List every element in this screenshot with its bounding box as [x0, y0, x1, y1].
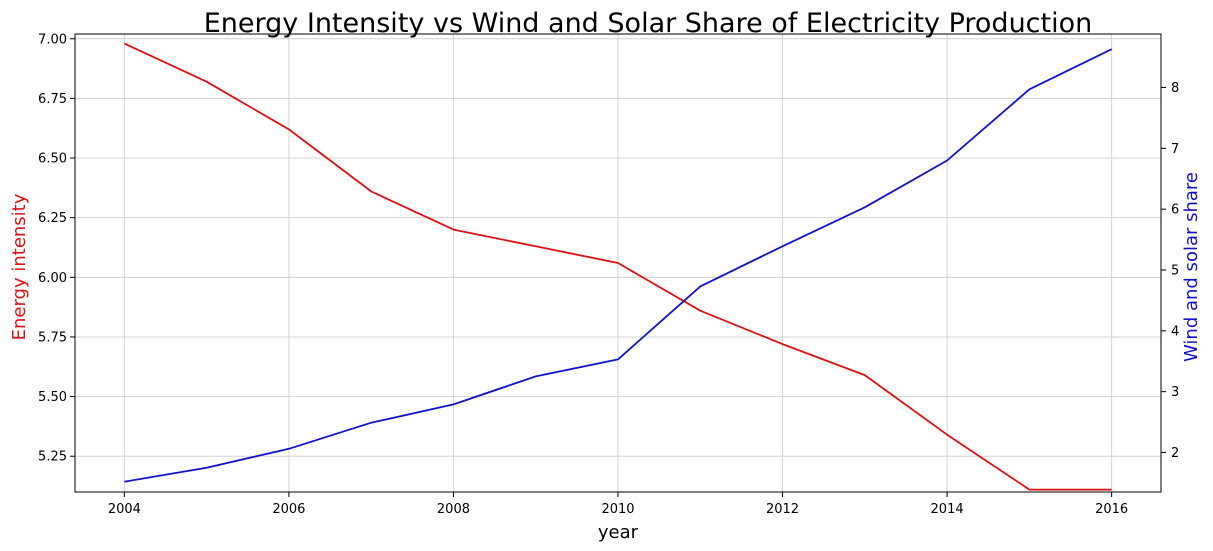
left-tick-label: 6.00	[38, 271, 67, 286]
right-tick-label: 5	[1171, 263, 1179, 278]
x-axis-label: year	[598, 522, 639, 543]
x-tick-label: 2012	[766, 502, 799, 517]
right-axis-label: Wind and solar share	[1181, 172, 1202, 362]
x-axis-ticks: 2004 2006 2008 2010 2012 2014 2016	[108, 492, 1128, 517]
left-axis-label: Energy intensity	[9, 193, 30, 340]
right-tick-label: 8	[1171, 81, 1179, 96]
x-tick-label: 2008	[437, 502, 470, 517]
right-tick-label: 6	[1171, 203, 1179, 218]
left-tick-label: 5.50	[38, 390, 67, 405]
x-tick-label: 2006	[272, 502, 305, 517]
right-tick-label: 7	[1171, 142, 1179, 157]
right-axis-ticks: 2 3 4 5 6 7 8	[1161, 81, 1179, 461]
x-tick-label: 2010	[601, 502, 634, 517]
right-tick-label: 4	[1171, 324, 1179, 339]
left-tick-label: 6.75	[38, 92, 67, 107]
x-tick-label: 2014	[931, 502, 964, 517]
left-axis-ticks: 5.25 5.50 5.75 6.00 6.25 6.50 6.75 7.00	[38, 32, 75, 465]
left-tick-label: 5.75	[38, 330, 67, 345]
right-tick-label: 3	[1171, 385, 1179, 400]
series-layer	[124, 42, 1112, 491]
chart-title: Energy Intensity vs Wind and Solar Share…	[204, 8, 1093, 39]
grid	[75, 34, 1161, 492]
left-tick-label: 5.25	[38, 450, 67, 465]
x-tick-label: 2004	[108, 502, 141, 517]
left-tick-label: 7.00	[38, 32, 67, 47]
x-tick-label: 2016	[1095, 502, 1128, 517]
left-tick-label: 6.50	[38, 152, 67, 167]
right-tick-label: 2	[1171, 446, 1179, 461]
left-tick-label: 6.25	[38, 211, 67, 226]
